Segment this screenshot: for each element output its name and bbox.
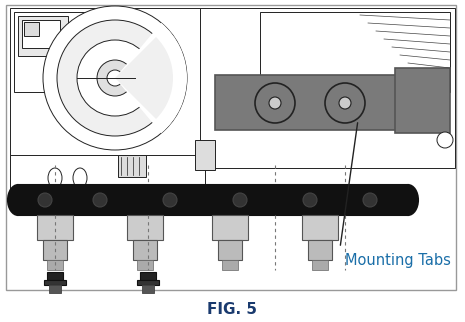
Circle shape [38,193,52,207]
Circle shape [233,193,247,207]
Bar [195,140,215,170]
Bar [218,240,242,260]
Circle shape [339,97,351,109]
Wedge shape [115,37,173,119]
Bar [22,20,60,48]
Circle shape [43,6,187,150]
Bar [127,215,163,240]
Bar [47,272,63,280]
Bar [260,12,450,92]
Bar [43,240,67,260]
Circle shape [437,132,453,148]
Wedge shape [115,23,187,133]
Bar [44,280,66,285]
Circle shape [107,70,123,86]
Bar [212,215,248,240]
Bar [137,260,153,270]
Bar [312,260,328,270]
Bar [222,260,238,270]
Bar [118,155,146,177]
Bar [6,5,456,290]
Bar [200,8,455,168]
Bar [18,16,68,56]
Circle shape [83,193,93,203]
Ellipse shape [73,168,87,188]
Circle shape [93,193,107,207]
Ellipse shape [48,168,62,188]
Text: FIG. 5: FIG. 5 [207,302,257,317]
Bar [37,215,73,240]
Bar [10,8,205,188]
Circle shape [57,20,173,136]
Text: Mounting Tabs: Mounting Tabs [345,253,451,268]
Bar [133,240,157,260]
Bar [215,75,425,130]
Bar [24,22,39,36]
Bar [47,260,63,270]
Bar [137,280,159,285]
Bar [140,272,156,280]
Bar [302,215,338,240]
Circle shape [78,188,98,208]
Bar [18,185,408,215]
Bar [49,285,61,293]
Circle shape [363,193,377,207]
Circle shape [163,193,177,207]
Circle shape [269,97,281,109]
Bar [142,285,154,293]
Circle shape [77,40,153,116]
Bar [395,68,450,133]
Ellipse shape [398,185,418,215]
Circle shape [97,60,133,96]
Bar [10,155,205,210]
Circle shape [303,193,317,207]
Bar [308,240,332,260]
Ellipse shape [8,185,28,215]
Bar [14,12,89,92]
